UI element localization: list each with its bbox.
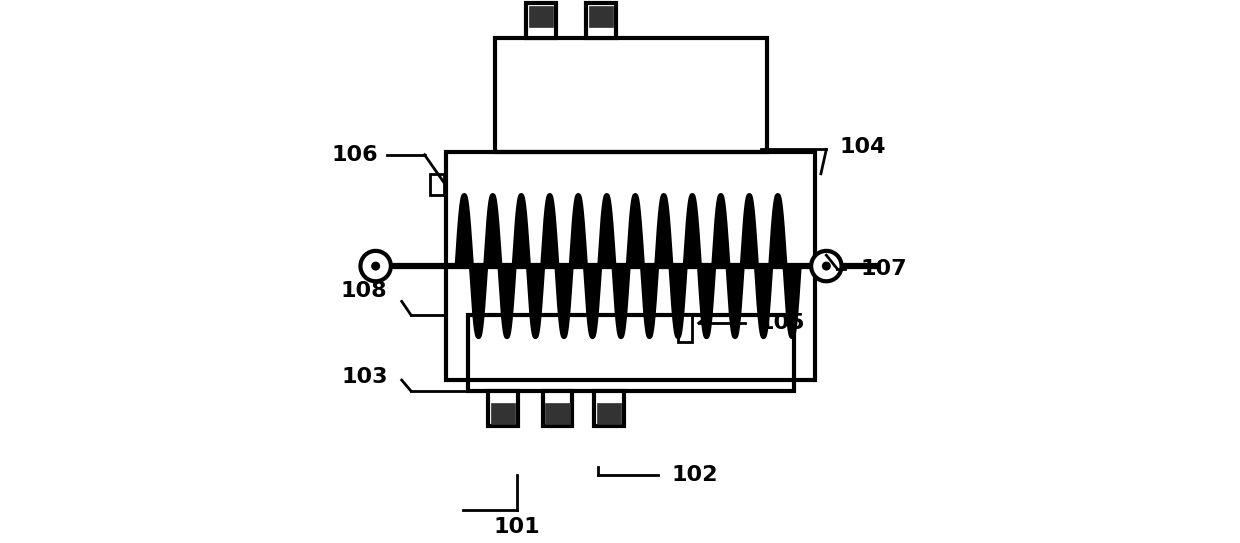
Bar [489,391,518,426]
Bar [526,3,557,38]
Bar [430,174,444,195]
Text: 108: 108 [341,281,388,300]
Bar [529,7,553,28]
Circle shape [811,251,842,281]
Text: 104: 104 [839,137,887,156]
Bar [587,3,616,38]
Bar [491,403,516,425]
Circle shape [822,262,830,270]
Bar [589,7,614,28]
Bar [467,315,794,391]
Bar [495,38,766,152]
Text: 106: 106 [332,145,378,165]
Bar [594,391,624,426]
Bar [446,152,816,380]
Text: 105: 105 [759,313,805,333]
Circle shape [361,251,391,281]
Bar [596,403,621,425]
Text: 101: 101 [494,517,541,536]
Text: 103: 103 [341,368,388,387]
Text: 107: 107 [861,259,906,279]
Bar [546,403,569,425]
Bar [678,315,692,342]
Bar [543,391,573,426]
Text: 102: 102 [672,465,718,485]
Circle shape [372,262,379,270]
